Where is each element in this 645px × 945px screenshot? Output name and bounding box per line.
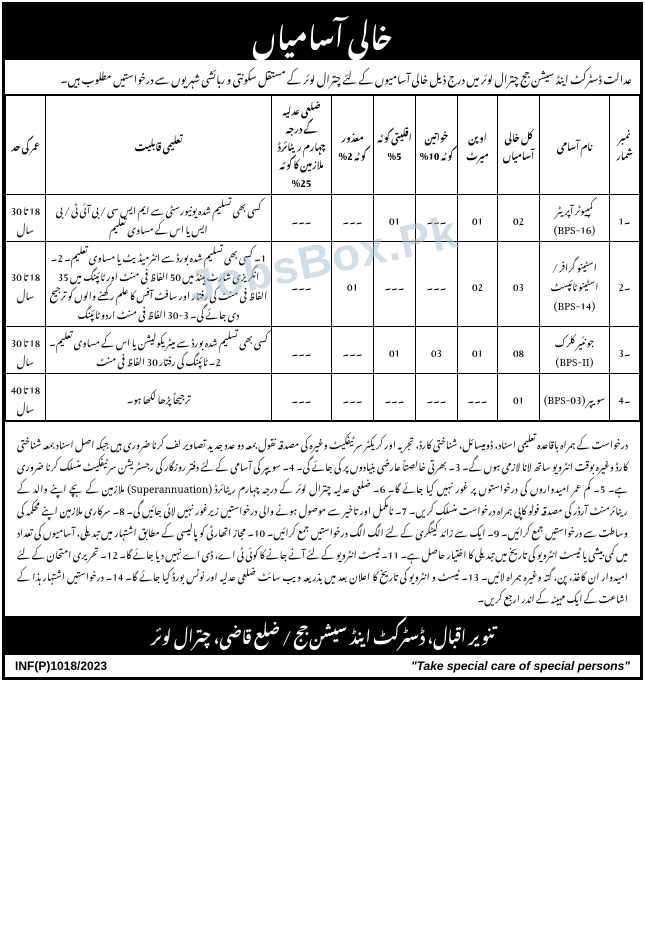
cell-merit: 01 [458,327,498,374]
cell-qual: کسی بھی تسلیم شدہ بورڈ سے میٹریکولیشن یا… [46,327,272,374]
cell-total: 01 [498,374,540,421]
col-women: خواتین کوٹہ 10% [416,96,458,195]
cell-age: 18 تا 30 سال [6,242,46,327]
cell-age: 18 تا 30 سال [6,195,46,242]
page-frame: خالی آسامیاں عدالت ڈسٹرکٹ اینڈ سیشن جج چ… [2,2,643,680]
cell-total: 03 [498,242,540,327]
col-retired: ضلعی عدلیہ کے درجہ چہارم ریٹائرڈ ملازمین… [272,96,332,195]
cell-minority: 01 [374,195,416,242]
cell-name: جونئیر کلرک (BPS-II) [540,327,610,374]
col-minority: اقلیتی کوٹہ 5% [374,96,416,195]
cell-qual: ترجیحاً پڑھا لکھا ہو۔ [46,374,272,421]
cell-disabled: 01 [332,242,374,327]
cell-retired: ۔۔۔ [272,327,332,374]
cell-merit: 02 [458,242,498,327]
table-row: ۔4 سویپر (BPS-03) 01 ۔۔۔ ۔۔۔ ۔۔۔ ۔۔۔ ۔۔۔… [6,374,640,421]
cell-qual: کسی بھی تسلیم شدہ یونیورسٹی سے ایم ایس س… [46,195,272,242]
cell-retired: ۔۔۔ [272,195,332,242]
notes-paragraph: درخواست کے ہمراہ باقاعدہ تعلیمی اسناد، ڈ… [5,421,640,616]
cell-serial: ۔2 [610,242,640,327]
bottom-row: INF(P)1018/2023 "Take special care of sp… [5,654,640,677]
col-total: کل خالی آسامیاں [498,96,540,195]
cell-serial: ۔4 [610,374,640,421]
col-disabled: معذور کوٹہ 2% [332,96,374,195]
cell-disabled: ۔۔۔ [332,195,374,242]
cell-disabled: ۔۔۔ [332,374,374,421]
cell-minority: ۔۔۔ [374,242,416,327]
cell-name: کمپیوٹر آپریٹر (BPS-16) [540,195,610,242]
footer-signature-band: تنویر اقبال، ڈسٹرکٹ اینڈ سیشن جج / ضلع ق… [5,616,640,654]
slogan-text: "Take special care of special persons" [411,659,630,673]
header-title: خالی آسامیاں [252,0,392,67]
cell-merit: ۔۔۔ [458,374,498,421]
col-serial: نمبر شمار [610,96,640,195]
table-row: ۔2 اسٹینو گرافر / اسٹینو ٹائپسٹ (BPS-14)… [6,242,640,327]
cell-name: اسٹینو گرافر / اسٹینو ٹائپسٹ (BPS-14) [540,242,610,327]
cell-women: ۔۔۔ [416,374,458,421]
cell-total: 08 [498,327,540,374]
cell-serial: ۔1 [610,195,640,242]
cell-retired: ۔۔۔ [272,242,332,327]
cell-women: 03 [416,327,458,374]
cell-name: سویپر (BPS-03) [540,374,610,421]
cell-total: 02 [498,195,540,242]
ref-number: INF(P)1018/2023 [15,659,107,673]
cell-age: 18 تا 40 سال [6,374,46,421]
table-row: ۔3 جونئیر کلرک (BPS-II) 08 01 03 01 ۔۔۔ … [6,327,640,374]
table-header-row: نمبر شمار نام آسامی کل خالی آسامیاں اوپن… [6,96,640,195]
cell-serial: ۔3 [610,327,640,374]
cell-minority: ۔۔۔ [374,374,416,421]
table-row: ۔1 کمپیوٹر آپریٹر (BPS-16) 02 01 ۔۔۔ 01 … [6,195,640,242]
jobs-table: نمبر شمار نام آسامی کل خالی آسامیاں اوپن… [5,95,640,421]
intro-text: عدالت ڈسٹرکٹ اینڈ سیشن جج چترال لوئر میں… [5,60,640,95]
col-name: نام آسامی [540,96,610,195]
col-qual: تعلیمی قابلیت [46,96,272,195]
cell-women: ۔۔۔ [416,195,458,242]
cell-merit: 01 [458,195,498,242]
cell-age: 18 تا 30 سال [6,327,46,374]
col-age: عمر کی حد [6,96,46,195]
cell-women: ۔۔۔ [416,242,458,327]
signature-text: تنویر اقبال، ڈسٹرکٹ اینڈ سیشن جج / ضلع ق… [151,614,495,654]
header-band: خالی آسامیاں [5,5,640,60]
cell-disabled: ۔۔۔ [332,327,374,374]
cell-qual: 1۔ کسی بھی تسلیم شدہ بورڈ سے انٹرمیڈیٹ ی… [46,242,272,327]
col-merit: اوپن میرٹ [458,96,498,195]
cell-retired: ۔۔۔ [272,374,332,421]
cell-minority: 01 [374,327,416,374]
